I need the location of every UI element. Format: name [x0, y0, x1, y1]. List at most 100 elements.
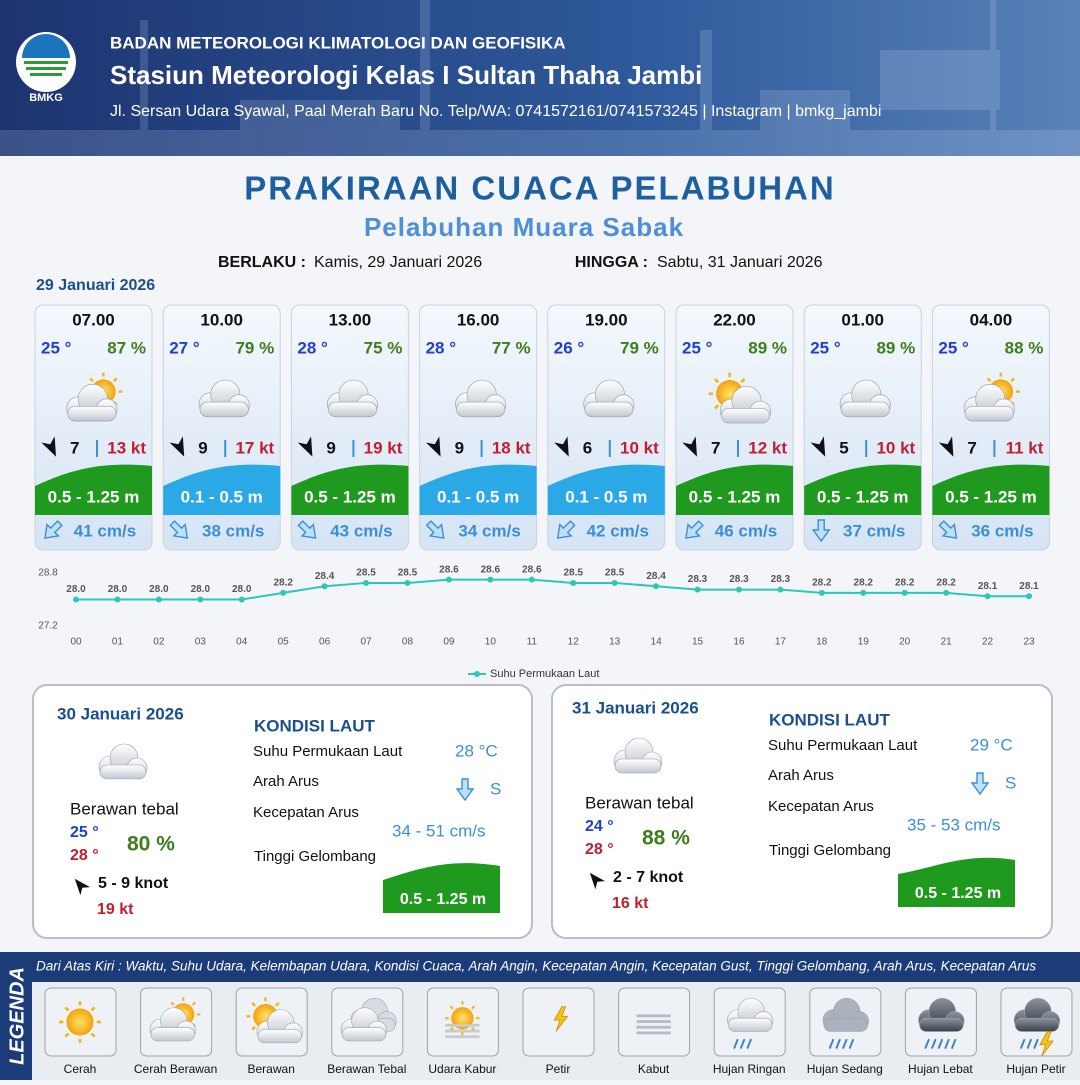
wave-band [291, 464, 409, 515]
legend-description: Dari Atas Kiri : Waktu, Suhu Udara, Kele… [36, 959, 1036, 974]
separator [865, 440, 868, 457]
value-label: 28.0 [66, 584, 86, 595]
wave-band [932, 464, 1050, 515]
wind-speed: 7 [70, 438, 79, 457]
temperature: 25 ° [810, 338, 841, 357]
x-tick-label: 02 [153, 637, 165, 648]
legend-title: LEGENDA [6, 967, 28, 1065]
value-label: 28.3 [729, 574, 749, 585]
x-tick-label: 06 [319, 637, 331, 648]
value-label: 28.1 [978, 581, 998, 592]
wave-label: Tinggi Gelombang [254, 848, 376, 865]
time: 22.00 [713, 310, 756, 329]
weather-icon [918, 997, 965, 1049]
separator [480, 440, 483, 457]
sst-point [321, 583, 328, 590]
sst-label: Suhu Permukaan Laut [768, 737, 918, 754]
separator [352, 440, 355, 457]
sst-point [901, 589, 908, 596]
legend-band [0, 952, 1080, 982]
gust: 12 kt [748, 438, 787, 457]
rain [1019, 1038, 1026, 1049]
legend-box [522, 987, 595, 1057]
value-label: 28.2 [895, 578, 915, 589]
current-arrow [938, 520, 958, 539]
value-label: 28.3 [771, 574, 791, 585]
rain [930, 1038, 937, 1049]
sst-point [155, 596, 162, 603]
station-name: Stasiun Meteorologi Kelas I Sultan Thaha… [110, 60, 702, 90]
humidity: 89 % [876, 338, 915, 357]
value-label: 28.5 [398, 568, 418, 579]
humidity: 79 % [620, 338, 659, 357]
sst-point [570, 579, 577, 586]
value-label: 28.0 [232, 584, 252, 595]
temperature: 25 ° [682, 338, 713, 357]
sst-point [611, 579, 618, 586]
header-bg [0, 0, 1080, 156]
legend-item: Cerah [64, 1062, 97, 1076]
wave-band [676, 464, 793, 515]
current-speed: 34 cm/s [458, 521, 520, 540]
wind-arrow [810, 436, 826, 457]
humidity: 75 % [364, 338, 403, 357]
gust: 16 kt [612, 895, 649, 912]
bolt [1039, 1031, 1054, 1057]
panel-date: 31 Januari 2026 [572, 698, 699, 717]
time: 13.00 [329, 310, 372, 329]
value-label: 28.0 [191, 584, 211, 595]
x-tick-label: 13 [609, 637, 621, 648]
direction-label: Arah Arus [768, 767, 834, 784]
x-tick-label: 07 [360, 637, 372, 648]
wind-arrow [169, 436, 185, 457]
legend-item: Berawan [248, 1062, 295, 1076]
gust: 10 kt [876, 438, 915, 457]
value-label: 28.1 [1019, 581, 1039, 592]
gust: 19 kt [97, 901, 134, 918]
wind-arrow [554, 436, 569, 457]
wave-band [35, 464, 152, 515]
temp-min: 25 ° [70, 824, 99, 841]
x-tick-label: 21 [941, 637, 953, 648]
legend-item: Cerah Berawan [134, 1062, 217, 1076]
separator [608, 440, 611, 457]
fog-line [636, 1020, 671, 1023]
gust: 17 kt [235, 438, 274, 457]
wind-range: 2 - 7 knot [613, 869, 684, 886]
temperature: 25 ° [938, 338, 969, 357]
rain [944, 1038, 950, 1049]
time: 07.00 [72, 310, 115, 329]
sst-value: 28 °C [455, 741, 498, 760]
current-arrow [297, 520, 317, 539]
valid-to: Sabtu, 31 Januari 2026 [657, 254, 823, 271]
wind-arrow [74, 878, 91, 896]
wave-band [898, 857, 1015, 907]
value-label: 28.2 [273, 578, 293, 589]
current-arrow [425, 520, 445, 539]
x-tick-label: 15 [692, 637, 704, 648]
value-label: 28.3 [688, 574, 708, 585]
valid-to-label: HINGGA : [575, 254, 648, 271]
legend-item: Hujan Ringan [713, 1062, 786, 1076]
fog-line [636, 1031, 671, 1035]
sst-point [487, 576, 494, 583]
x-tick-label: 04 [236, 637, 248, 648]
bmkg-logo: BMKG [16, 32, 76, 104]
legend-item: Udara Kabur [428, 1062, 496, 1076]
temp-min: 24 ° [585, 818, 614, 835]
x-tick-label: 12 [568, 637, 580, 648]
weather-icon [1013, 997, 1061, 1057]
current-speed: 43 cm/s [330, 521, 392, 540]
org-name: BADAN METEOROLOGI KLIMATOLOGI DAN GEOFIS… [110, 33, 566, 52]
rain [1033, 1038, 1039, 1049]
rain [733, 1038, 739, 1049]
wave-height: 0.5 - 1.25 m [304, 487, 396, 506]
weather-icon [553, 1006, 569, 1032]
time: 01.00 [841, 310, 884, 329]
sea-title: KONDISI LAUT [769, 710, 891, 729]
humidity: 87 % [107, 338, 146, 357]
gust: 11 kt [1006, 438, 1044, 457]
condition: Berawan tebal [585, 793, 694, 812]
rain [746, 1038, 752, 1049]
wave-band [163, 464, 281, 515]
